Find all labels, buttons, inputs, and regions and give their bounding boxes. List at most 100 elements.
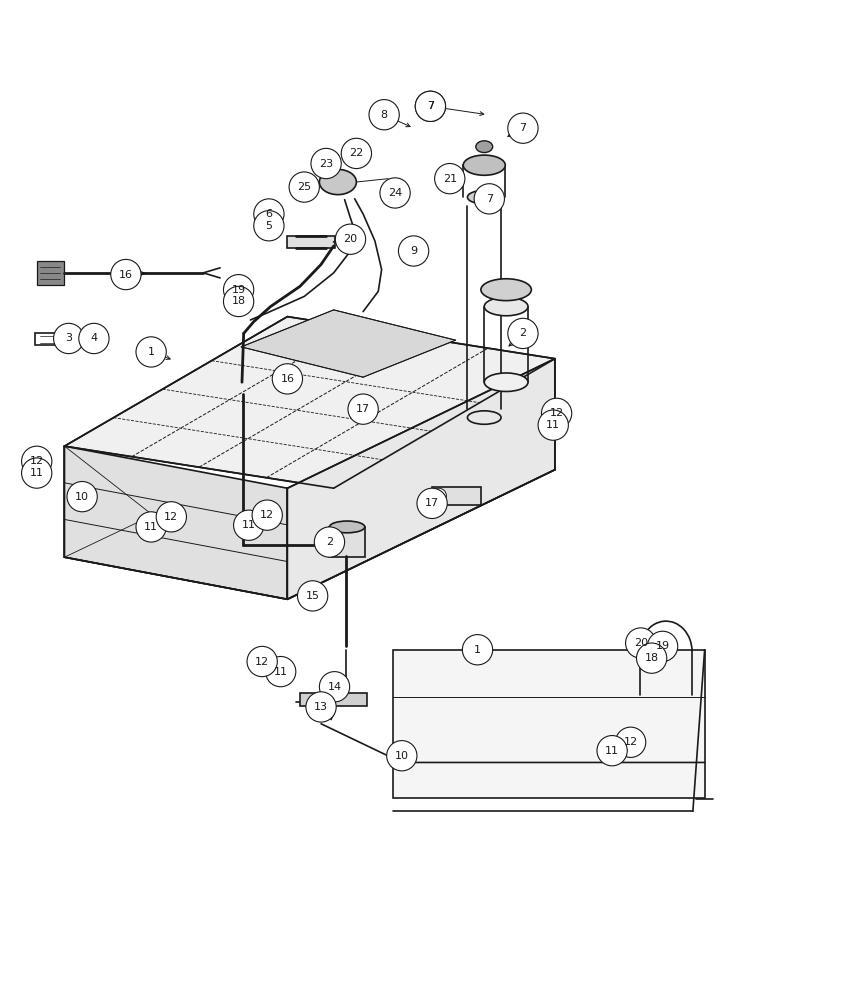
Text: 12: 12 [165,512,178,522]
Text: 9: 9 [410,246,417,256]
Polygon shape [64,446,288,599]
Ellipse shape [329,521,365,533]
Text: 20: 20 [634,638,648,648]
Text: 3: 3 [65,333,73,343]
Circle shape [234,510,264,540]
Ellipse shape [484,297,528,316]
Text: 25: 25 [297,182,311,192]
Circle shape [289,172,319,202]
Text: 2: 2 [326,537,333,547]
Circle shape [380,178,410,208]
Polygon shape [300,693,367,706]
Text: 12: 12 [260,510,274,520]
Text: 24: 24 [388,188,403,198]
Circle shape [341,138,371,169]
Polygon shape [288,359,555,599]
Circle shape [136,512,166,542]
Text: 12: 12 [549,408,564,418]
Text: 11: 11 [605,746,619,756]
Text: 7: 7 [486,194,493,204]
Circle shape [538,410,568,440]
Ellipse shape [481,279,532,301]
Ellipse shape [476,141,493,153]
Text: 7: 7 [427,101,434,111]
Text: 16: 16 [280,374,295,384]
Text: 4: 4 [90,333,98,343]
Circle shape [67,481,97,512]
Text: 13: 13 [314,702,328,712]
Circle shape [636,643,667,673]
Text: 21: 21 [443,174,457,184]
Circle shape [254,199,284,229]
Ellipse shape [484,373,528,391]
Circle shape [387,741,417,771]
Circle shape [297,581,327,611]
Text: 19: 19 [231,285,246,295]
Circle shape [252,500,283,530]
Circle shape [647,631,678,662]
Text: 16: 16 [119,270,133,280]
Circle shape [474,184,505,214]
Polygon shape [241,310,456,377]
Text: 17: 17 [425,498,439,508]
Polygon shape [329,527,365,557]
Circle shape [597,736,627,766]
Text: 7: 7 [519,123,527,133]
Ellipse shape [468,411,501,424]
Circle shape [542,398,571,428]
Text: 14: 14 [327,682,342,692]
Circle shape [22,446,51,476]
Circle shape [254,211,284,241]
Circle shape [431,488,446,503]
Circle shape [224,275,254,305]
Circle shape [266,656,295,687]
Circle shape [306,692,336,722]
Ellipse shape [463,155,506,175]
Text: 10: 10 [75,492,89,502]
Circle shape [348,394,378,424]
Text: 17: 17 [356,404,371,414]
Text: 2: 2 [519,328,527,338]
Text: 8: 8 [381,110,387,120]
Ellipse shape [325,158,340,169]
Circle shape [247,646,278,677]
Circle shape [615,727,646,757]
Text: 15: 15 [306,591,320,601]
Text: 5: 5 [265,221,273,231]
Text: 18: 18 [231,296,246,306]
Circle shape [224,286,254,317]
Ellipse shape [468,190,501,204]
Text: 18: 18 [645,653,658,663]
Circle shape [78,323,109,354]
Circle shape [508,318,538,349]
Text: 1: 1 [148,347,154,357]
Text: 12: 12 [624,737,638,747]
Circle shape [53,323,84,354]
Circle shape [273,364,302,394]
Text: 11: 11 [30,468,44,478]
Text: 20: 20 [344,234,358,244]
Circle shape [111,259,141,290]
Text: 7: 7 [427,101,434,111]
Circle shape [156,502,187,532]
Text: 10: 10 [395,751,408,761]
Polygon shape [393,650,705,798]
Text: 11: 11 [546,420,560,430]
Circle shape [415,91,446,121]
Circle shape [369,100,399,130]
Circle shape [136,337,166,367]
Text: 11: 11 [144,522,158,532]
Circle shape [22,458,51,488]
Text: 23: 23 [319,159,333,169]
Text: 19: 19 [656,641,669,651]
Polygon shape [37,261,63,285]
Text: 6: 6 [265,209,273,219]
Circle shape [415,91,446,121]
Circle shape [508,113,538,143]
Text: 12: 12 [255,657,269,667]
Circle shape [417,488,447,519]
Text: 22: 22 [349,148,364,158]
Circle shape [319,672,349,702]
Circle shape [311,148,341,179]
Polygon shape [432,487,481,505]
